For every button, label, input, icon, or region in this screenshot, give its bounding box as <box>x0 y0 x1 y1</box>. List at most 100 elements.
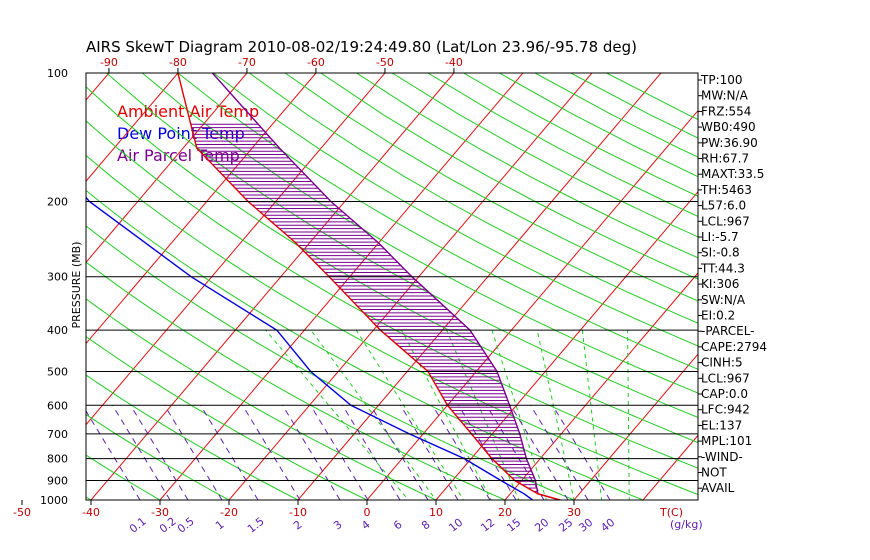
index-label: PW:36.90 <box>701 136 758 150</box>
index-label: LCL:967 <box>701 371 750 385</box>
mixing-ratio-label: 8 <box>419 518 433 533</box>
index-label: NOT <box>701 466 727 480</box>
dry-adiabat <box>427 73 698 217</box>
dry-adiabat <box>0 73 36 509</box>
mixing-ratio-line <box>130 405 189 500</box>
dry-adiabat <box>213 73 698 347</box>
top-tick-label: -50 <box>376 56 394 69</box>
dry-adiabat <box>284 73 698 302</box>
index-label: -PARCEL- <box>701 324 755 338</box>
dry-adiabat <box>141 73 698 394</box>
bottom-tick-label: -40 <box>82 506 100 519</box>
bottom-tick-label: 0 <box>364 506 371 519</box>
bottom-tick-label: 20 <box>498 506 512 519</box>
index-label: FRZ:554 <box>701 104 751 118</box>
dry-adiabat <box>249 73 698 324</box>
dry-adiabat <box>86 189 645 500</box>
dry-adiabat <box>86 261 507 500</box>
pressure-tick-label: 500 <box>47 365 68 378</box>
pressure-tick-label: 900 <box>47 474 68 487</box>
dry-adiabat <box>86 454 162 500</box>
top-tick-label: -80 <box>169 56 187 69</box>
top-tick-label: -90 <box>100 56 118 69</box>
bottom-tick-label: -50 <box>13 506 31 519</box>
pressure-tick-label: 800 <box>47 453 68 466</box>
dry-adiabat <box>320 73 698 280</box>
y-axis-label: PRESSURE (MB) <box>70 242 83 329</box>
dry-adiabat <box>86 496 92 500</box>
isotherm <box>86 73 248 264</box>
index-label: CAPE:2794 <box>701 340 767 354</box>
bottom-tick-label: -10 <box>289 506 307 519</box>
moist-adiabat <box>536 329 575 500</box>
index-label: -WIND- <box>701 450 743 464</box>
index-label: MW:N/A <box>701 89 749 103</box>
moist-adiabat <box>310 329 437 500</box>
isotherm <box>504 272 698 500</box>
mixing-ratio-line <box>510 405 569 500</box>
isotherm <box>573 353 698 500</box>
pressure-tick-label: 600 <box>47 399 68 412</box>
mixing-ratio-line <box>86 410 141 500</box>
top-tick-label: -40 <box>445 56 463 69</box>
isotherm <box>159 73 524 500</box>
dry-adiabat <box>391 73 698 238</box>
mixing-ratio-label: 4 <box>359 518 373 533</box>
moist-adiabat <box>265 329 410 500</box>
index-label: LI:-5.7 <box>701 230 739 244</box>
dry-adiabat <box>86 298 438 500</box>
dry-adiabat <box>356 73 698 259</box>
index-label: TP:100 <box>700 73 743 87</box>
index-label: CINH:5 <box>701 356 743 370</box>
isotherm <box>781 73 870 500</box>
parcel-profile <box>211 73 561 500</box>
plot-frame <box>85 72 699 501</box>
pressure-tick-label: 700 <box>47 428 68 441</box>
isotherm <box>228 73 593 500</box>
index-label: TT:44.3 <box>700 261 745 275</box>
pressure-tick-label: 200 <box>47 196 68 209</box>
pressure-tick-label: 400 <box>47 324 68 337</box>
mixing-ratio-label: 20 <box>532 516 551 535</box>
bottom-tick-label: 30 <box>567 506 581 519</box>
mixing-ratio-label: 2 <box>291 518 305 533</box>
mixing-ratio-line <box>282 405 341 500</box>
dry-adiabat <box>86 120 698 469</box>
mixing-ratio-label: 1 <box>213 518 227 533</box>
pressure-tick-label: 300 <box>47 271 68 284</box>
dry-adiabat <box>86 374 300 500</box>
index-label: AVAIL <box>701 481 735 495</box>
index-label: KI:306 <box>701 277 739 291</box>
index-label: LCL:967 <box>701 214 750 228</box>
moist-adiabat <box>491 329 547 500</box>
mixing-ratio-label: 1.5 <box>245 515 267 536</box>
index-label: L57:6.0 <box>701 199 746 213</box>
moist-adiabat <box>355 329 465 500</box>
isotherm <box>435 190 698 500</box>
mixing-ratio-line <box>242 405 301 500</box>
index-label: CAP:0.0 <box>701 387 748 401</box>
top-tick-label: -60 <box>307 56 325 69</box>
mixing-ratio-label: 6 <box>391 518 405 533</box>
mixing-ratio-line <box>164 405 223 500</box>
dewpoint-profile <box>86 196 534 500</box>
moist-adiabat <box>400 329 492 500</box>
mixing-ratio-line <box>112 405 171 500</box>
mixing-ratio-label: 0.1 <box>127 515 149 536</box>
dry-adiabat <box>86 225 576 500</box>
isotherm <box>0 73 40 500</box>
bottom-tick-label: 10 <box>429 506 443 519</box>
index-label: LFC:942 <box>701 403 750 417</box>
mixing-ratio-line <box>310 405 369 500</box>
mixing-ratio-unit: (g/kg) <box>670 518 703 531</box>
bottom-tick-label: -30 <box>151 506 169 519</box>
mixing-ratio-label: 3 <box>331 518 345 533</box>
mixing-ratio-line <box>530 405 589 500</box>
moist-adiabat <box>627 330 630 500</box>
isotherm <box>86 73 386 426</box>
mixing-ratio-line <box>200 405 259 500</box>
dry-adiabat <box>499 73 698 178</box>
mixing-ratio-line <box>432 405 491 500</box>
index-label: TH:5463 <box>700 183 752 197</box>
